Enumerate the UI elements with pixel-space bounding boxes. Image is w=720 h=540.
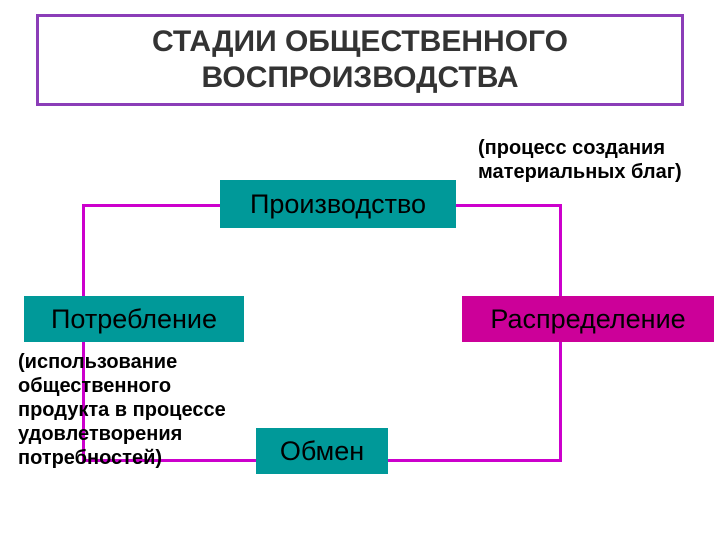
stage-production: Производство [220, 180, 456, 228]
consumption-desc-line: продукта в процессе [18, 398, 226, 422]
stage-exchange: Обмен [256, 428, 388, 474]
stage-distribution-label: Распределение [490, 304, 685, 335]
production-desc-line: материальных благ) [478, 160, 682, 184]
production-desc-line: (процесс создания [478, 136, 682, 160]
title-text: СТАДИИ ОБЩЕСТВЕННОГО ВОСПРОИЗВОДСТВА [45, 24, 675, 96]
consumption-description: (использование общественного продукта в … [18, 350, 226, 470]
production-description: (процесс создания материальных благ) [478, 136, 682, 184]
consumption-desc-line: общественного [18, 374, 226, 398]
consumption-desc-line: удовлетворения [18, 422, 226, 446]
stage-consumption: Потребление [24, 296, 244, 342]
stage-distribution: Распределение [462, 296, 714, 342]
stage-production-label: Производство [250, 189, 426, 220]
consumption-desc-line: (использование [18, 350, 226, 374]
stage-consumption-label: Потребление [51, 304, 217, 335]
consumption-desc-line: потребностей) [18, 446, 226, 470]
stage-exchange-label: Обмен [280, 436, 364, 467]
title-box: СТАДИИ ОБЩЕСТВЕННОГО ВОСПРОИЗВОДСТВА [36, 14, 684, 106]
